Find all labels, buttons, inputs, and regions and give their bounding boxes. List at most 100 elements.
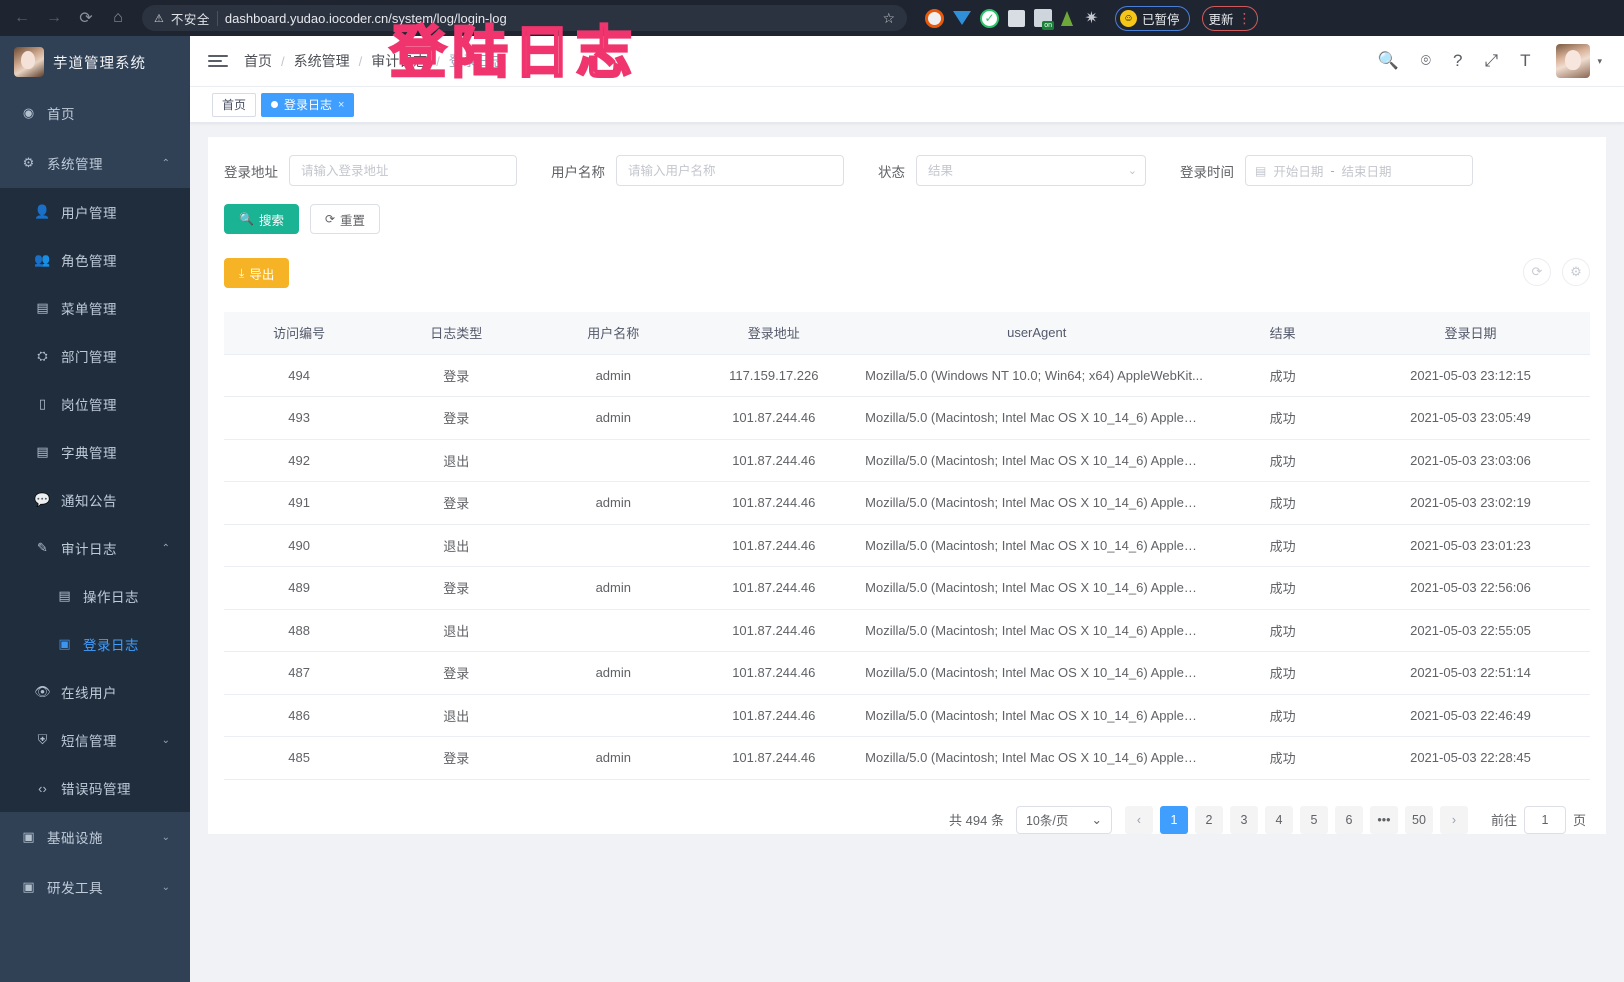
table-row[interactable]: 488 退出 101.87.244.46 Mozilla/5.0 (Macintosh… [224, 609, 1590, 652]
cell-user [538, 524, 689, 567]
extension-green-icon[interactable]: ✓ [980, 8, 999, 28]
login-address-input[interactable] [289, 155, 517, 186]
sidebar-item-13[interactable]: ⛨ 短信管理 ⌄ [0, 716, 190, 764]
sidebar-item-2[interactable]: 👤 用户管理 [0, 188, 190, 236]
sidebar-item-4[interactable]: ▤ 菜单管理 [0, 284, 190, 332]
prev-page-button[interactable]: ‹ [1124, 805, 1153, 834]
sidebar-item-1[interactable]: ⚙ 系统管理 ⌃ [0, 138, 190, 188]
extension-blue-square-icon[interactable] [1008, 9, 1025, 27]
table-column-header-0: 访问编号 [224, 312, 375, 355]
sidebar-item-10[interactable]: ▤ 操作日志 [0, 572, 190, 620]
sidebar-menu: ◉ 首页 ⚙ 系统管理 ⌃ 👤 用户管理 👥 角色管理 ▤ 菜单管理 ⛭ 部门管理 ▯ 岗位管理 ▤ 字典管理 💬… [0, 88, 190, 982]
table-row[interactable]: 485 登录 admin 101.87.244.46 Mozilla/5.0 (Maci… [224, 736, 1590, 780]
bookmark-star-icon[interactable]: ☆ [882, 9, 895, 26]
table-header-row: 访问编号 日志类型 用户名称 登录地址 userAgent 结果 登录日期 [224, 312, 1590, 355]
cell-date: 2021-05-03 22:55:05 [1350, 609, 1590, 652]
sidebar-item-6[interactable]: ▯ 岗位管理 [0, 380, 190, 428]
extension-diamond-icon[interactable] [953, 11, 971, 25]
sidebar-item-12[interactable]: 👁 在线用户 [0, 668, 190, 716]
columns-icon[interactable]: ⚙ [1562, 258, 1590, 286]
page-button-2[interactable]: 2 [1194, 805, 1223, 834]
cell-type: 退出 [374, 694, 539, 737]
help-icon[interactable]: ? [1453, 51, 1463, 70]
sidebar-item-label: 角色管理 [61, 254, 117, 269]
page-button-6[interactable]: 6 [1334, 805, 1363, 834]
sidebar-item-5[interactable]: ⛭ 部门管理 [0, 332, 190, 380]
sidebar-item-7[interactable]: ▤ 字典管理 [0, 428, 190, 476]
breadcrumb-item-0[interactable]: 首页 [244, 53, 272, 69]
main-panel: 登录地址 用户名称 状态 ⌄ 登录 [208, 137, 1606, 834]
fullscreen-icon[interactable]: ⤢ [1484, 51, 1499, 70]
github-icon[interactable]: ⌾ [1420, 51, 1431, 70]
breadcrumb-item-2[interactable]: 审计日志 [371, 53, 428, 69]
export-button[interactable]: ⤓ 导出 [224, 258, 290, 288]
page-button-1[interactable]: 1 [1159, 805, 1188, 834]
sidebar-item-label: 系统管理 [47, 157, 103, 172]
chrome-menu-icon[interactable]: ⋮ [1237, 10, 1252, 26]
close-icon[interactable]: × [338, 98, 345, 111]
sidebar-item-14[interactable]: ‹› 错误码管理 [0, 764, 190, 812]
tab-1[interactable]: 登录日志 × [261, 92, 355, 117]
forward-icon[interactable]: → [46, 9, 62, 26]
cell-id: 489 [224, 566, 375, 610]
username-label: 用户名称 [551, 164, 605, 180]
page-button-3[interactable]: 3 [1229, 805, 1258, 834]
sidebar: 芋道管理系统 ◉ 首页 ⚙ 系统管理 ⌃ 👤 用户管理 👥 角色管理 ▤ 菜单管理 ⛭ 部门管理 ▯ 岗位管… [0, 36, 190, 982]
goto-page-input[interactable] [1523, 805, 1566, 834]
next-page-button[interactable]: › [1439, 805, 1468, 834]
sidebar-item-15[interactable]: ▣ 基础设施 ⌄ [0, 812, 190, 862]
search-button[interactable]: 🔍 搜索 [224, 204, 299, 234]
table-row[interactable]: 494 登录 admin 117.159.17.226 Mozilla/5.0 (Win… [224, 354, 1590, 397]
table-row[interactable]: 493 登录 admin 101.87.244.46 Mozilla/5.0 (Maci… [224, 396, 1590, 440]
page-button-4[interactable]: 4 [1264, 805, 1293, 834]
font-size-icon[interactable]: T [1520, 51, 1531, 70]
extension-on-icon[interactable] [1034, 9, 1054, 30]
extensions-puzzle-icon[interactable]: ✷ [1084, 10, 1099, 27]
update-button[interactable]: 更新 ⋮ [1201, 5, 1258, 31]
sidebar-item-3[interactable]: 👥 角色管理 [0, 236, 190, 284]
table-row[interactable]: 487 登录 admin 101.87.244.46 Mozilla/5.0 (Maci… [224, 651, 1590, 695]
refresh-icon[interactable]: ⟳ [1523, 258, 1551, 286]
sidebar-toggle-icon[interactable] [208, 55, 228, 67]
extension-orange-icon[interactable] [925, 8, 944, 28]
back-icon[interactable]: ← [14, 9, 30, 26]
page-button-5[interactable]: 5 [1299, 805, 1328, 834]
table-row[interactable]: 491 登录 admin 101.87.244.46 Mozilla/5.0 (Maci… [224, 481, 1590, 525]
home-icon[interactable]: ⌂ [113, 9, 123, 26]
paused-status-pill[interactable]: ☺ 已暂停 [1115, 5, 1190, 31]
address-bar[interactable]: ⚠ 不安全 dashboard.yudao.iocoder.cn/system/… [142, 5, 907, 31]
reset-button[interactable]: ⟳ 重置 [309, 204, 381, 234]
table-column-header-6: 登录日期 [1350, 312, 1590, 355]
table-body: 494 登录 admin 117.159.17.226 Mozilla/5.0 (Win… [224, 354, 1590, 780]
table-row[interactable]: 490 退出 101.87.244.46 Mozilla/5.0 (Macintosh… [224, 524, 1590, 567]
sidebar-logo[interactable]: 芋道管理系统 [0, 36, 190, 88]
table-row[interactable]: 486 退出 101.87.244.46 Mozilla/5.0 (Macintosh… [224, 694, 1590, 737]
sidebar-item-16[interactable]: ▣ 研发工具 ⌄ [0, 862, 190, 912]
field-login-address: 登录地址 [224, 155, 517, 186]
page-size-select[interactable]: 10条/页 ⌄ [1015, 805, 1112, 834]
sidebar-item-11[interactable]: ▣ 登录日志 [0, 620, 190, 668]
update-label: 更新 [1208, 12, 1234, 27]
status-select[interactable] [916, 155, 1146, 186]
login-time-range-picker[interactable]: ▤ 开始日期 - 结束日期 [1245, 155, 1473, 186]
sidebar-item-9[interactable]: ✎ 审计日志 ⌃ [0, 524, 190, 572]
cell-result: 成功 [1214, 439, 1351, 482]
table-row[interactable]: 489 登录 admin 101.87.244.46 Mozilla/5.0 (Maci… [224, 566, 1590, 610]
sidebar-item-8[interactable]: 💬 通知公告 [0, 476, 190, 524]
sidebar-item-label: 错误码管理 [61, 782, 131, 797]
reload-icon[interactable]: ⟳ [79, 10, 93, 27]
username-input[interactable] [616, 155, 844, 186]
cell-ip: 101.87.244.46 [688, 566, 860, 610]
extension-pin-icon[interactable] [1061, 10, 1073, 26]
page-button-50[interactable]: 50 [1404, 805, 1433, 834]
cell-date: 2021-05-03 23:01:23 [1350, 524, 1590, 567]
table-row[interactable]: 492 退出 101.87.244.46 Mozilla/5.0 (Macintosh… [224, 439, 1590, 482]
tab-0[interactable]: 首页 [212, 92, 257, 117]
breadcrumb-item-1[interactable]: 系统管理 [293, 53, 350, 69]
search-icon[interactable]: 🔍 [1377, 51, 1399, 70]
page-button-•••[interactable]: ••• [1369, 805, 1398, 834]
cell-ua: Mozilla/5.0 (Macintosh; Intel Mac OS X 1… [859, 481, 1215, 525]
page-size-label: 10条/页 [1025, 814, 1069, 828]
sidebar-item-0[interactable]: ◉ 首页 [0, 88, 190, 138]
user-menu[interactable]: ▾ [1556, 44, 1602, 78]
